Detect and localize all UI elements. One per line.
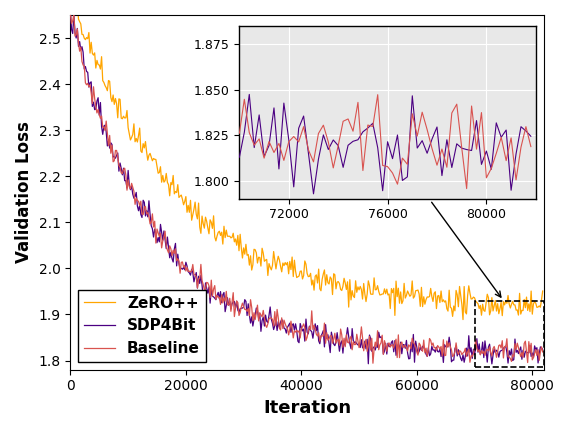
Baseline <box>252 317 259 322</box>
SDP4Bit <box>488 361 495 366</box>
Baseline <box>475 349 482 354</box>
ZeRO++ <box>476 306 483 311</box>
ZeRO++ <box>475 301 482 306</box>
X-axis label: Iteration: Iteration <box>263 399 351 417</box>
Baseline <box>67 11 74 16</box>
ZeRO++ <box>156 170 163 175</box>
Baseline <box>474 346 481 351</box>
SDP4Bit <box>473 346 479 351</box>
ZeRO++ <box>253 250 260 255</box>
Line: SDP4Bit: SDP4Bit <box>71 12 543 364</box>
Line: ZeRO++: ZeRO++ <box>71 0 543 320</box>
SDP4Bit <box>252 312 259 318</box>
Baseline <box>79 59 86 64</box>
Baseline <box>262 323 269 328</box>
SDP4Bit <box>474 336 481 341</box>
SDP4Bit <box>262 312 269 318</box>
ZeRO++ <box>539 289 546 294</box>
Y-axis label: Validation Loss: Validation Loss <box>15 121 33 263</box>
SDP4Bit <box>79 44 86 49</box>
Baseline <box>154 230 161 235</box>
Legend: ZeRO++, SDP4Bit, Baseline: ZeRO++, SDP4Bit, Baseline <box>78 289 206 362</box>
Baseline <box>369 361 376 366</box>
ZeRO++ <box>459 317 466 322</box>
ZeRO++ <box>263 257 270 262</box>
Line: Baseline: Baseline <box>71 13 543 363</box>
ZeRO++ <box>80 32 87 37</box>
SDP4Bit <box>67 10 74 15</box>
Baseline <box>539 349 546 355</box>
SDP4Bit <box>154 235 161 240</box>
SDP4Bit <box>539 347 546 352</box>
